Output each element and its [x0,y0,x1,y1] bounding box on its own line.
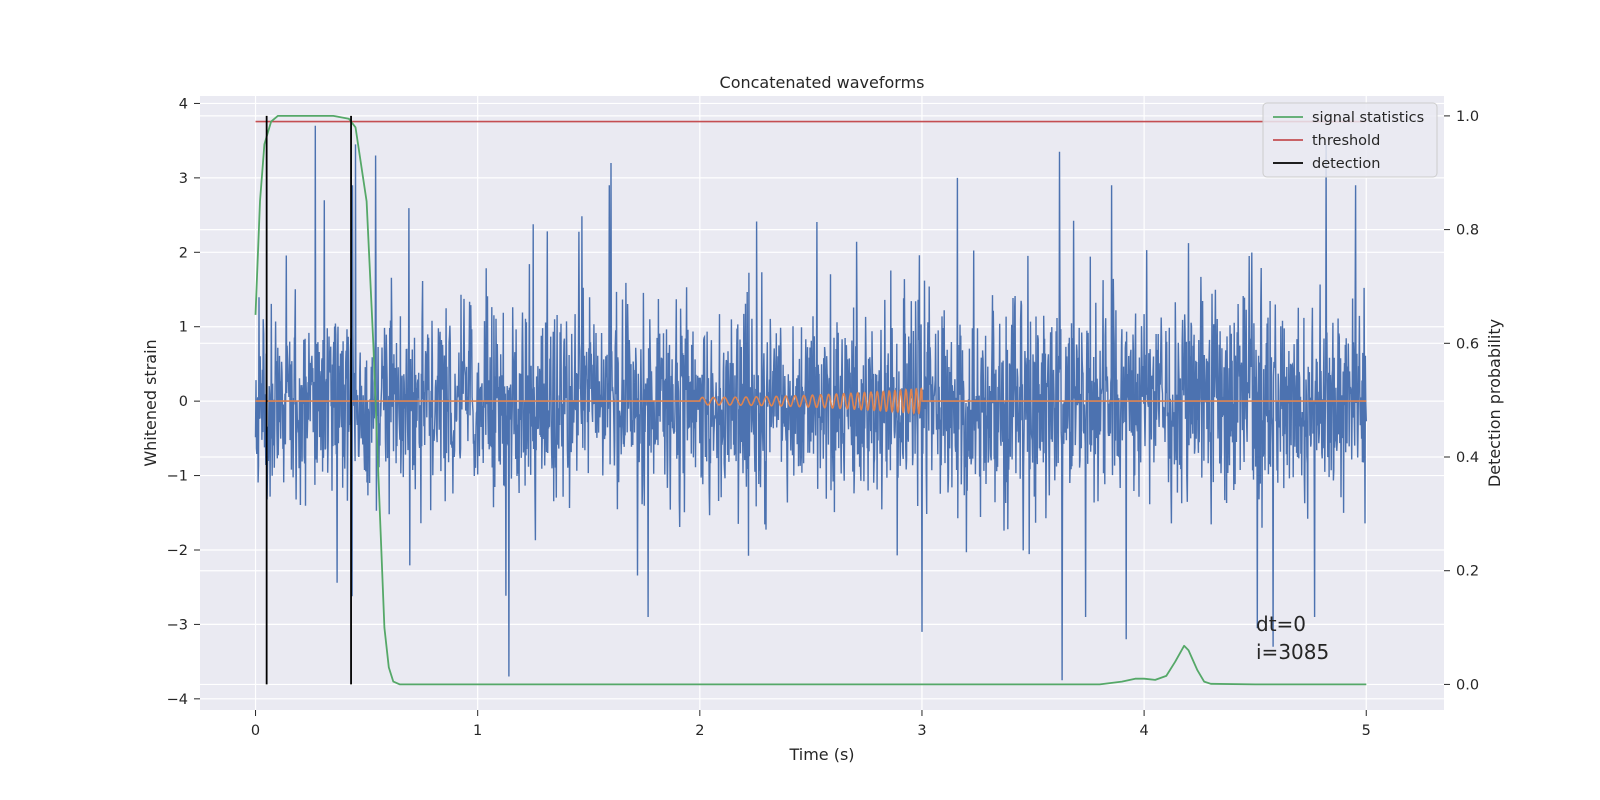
legend-label-threshold: threshold [1312,133,1380,149]
y-tick-label-4: 0 [179,394,188,410]
y2-tick-label-1: 0.2 [1456,564,1479,580]
legend-frame [1262,102,1438,178]
injection-line [255,387,1367,415]
y2-tick-label-0: 0.0 [1456,677,1479,693]
x-tick-label-2: 2 [695,723,704,739]
annotation-dt: dt=0 [1256,612,1306,636]
y-tick-label-3: −1 [167,469,188,485]
chart-title: Concatenated waveforms [720,73,925,92]
y-tick-label-1: −3 [167,617,188,633]
legend-label-detection: detection [1312,156,1380,172]
x-tick-label-5: 5 [1362,723,1371,739]
x-tick-label-4: 4 [1139,723,1148,739]
y-tick-label-7: 3 [179,171,188,187]
y-tick-label-6: 2 [179,245,188,261]
y-tick-label-0: −4 [167,692,188,708]
injection-series [255,387,1367,415]
probability-overlays [254,115,1367,686]
y-tick-label-2: −2 [167,543,188,559]
y2-axis-label: Detection probability [1485,319,1504,487]
x-tick-label-3: 3 [917,723,926,739]
y-axis-label: Whitened strain [141,339,160,466]
strain-series [254,125,1367,681]
legend-label-signal: signal statistics [1312,110,1424,126]
x-axis-label: Time (s) [788,745,854,764]
legend: signal statistics threshold detection [1262,102,1438,178]
y2-tick-label-2: 0.4 [1456,450,1479,466]
strain-line [254,125,1367,681]
y2-tick-label-3: 0.6 [1456,336,1479,352]
y-tick-label-5: 1 [179,320,188,336]
x-tick-label-1: 1 [473,723,482,739]
y-tick-label-8: 4 [179,96,188,112]
axis-ticks: 0 1 2 3 4 5 −4 −3 −2 −1 0 1 2 3 4 0.0 0.2 0.4 0.6 0.8 1.0 [167,96,1479,739]
signal-statistics-line [254,115,1367,686]
y2-tick-label-5: 1.0 [1456,109,1479,125]
annotation-i: i=3085 [1256,640,1329,664]
y2-tick-label-4: 0.8 [1456,223,1479,239]
x-tick-label-0: 0 [251,723,260,739]
